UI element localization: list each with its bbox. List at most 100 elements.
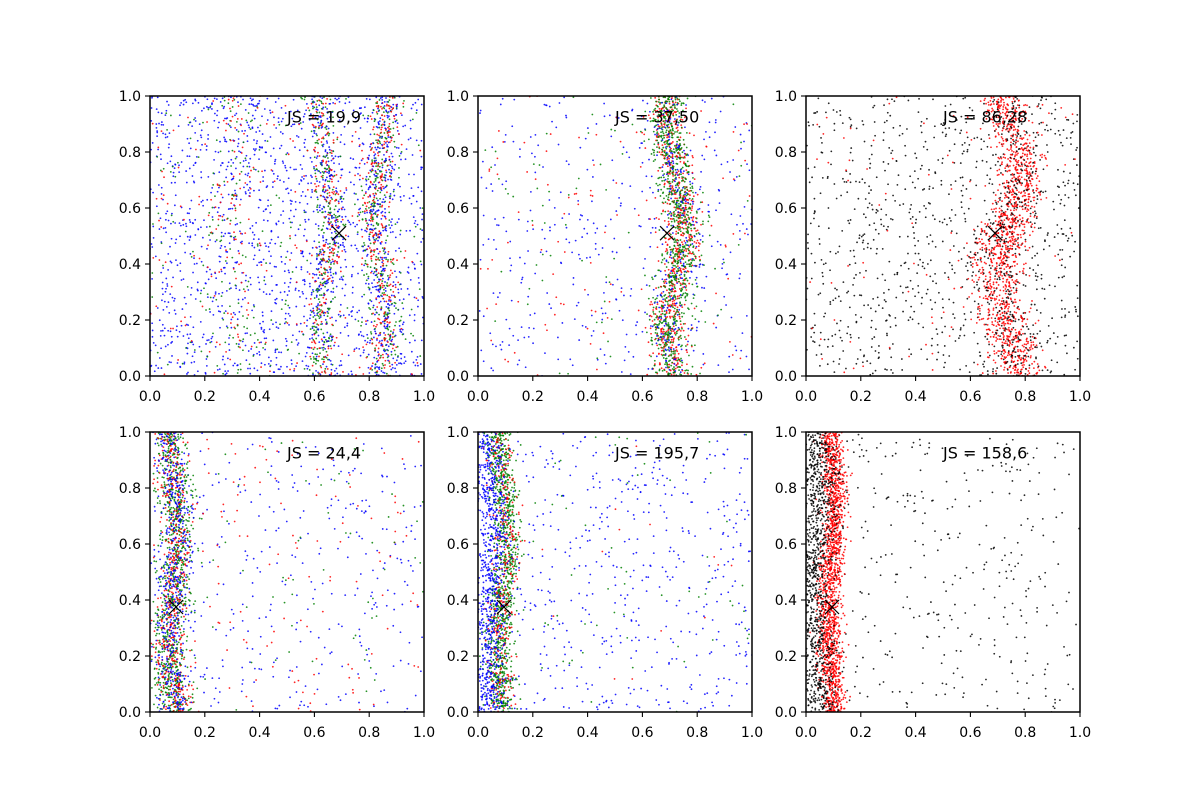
data-point-red	[298, 123, 300, 126]
data-point-red	[151, 122, 154, 125]
data-point-blue	[209, 311, 211, 313]
data-point-red	[656, 109, 659, 112]
data-point-blue	[359, 207, 362, 210]
data-point-blue	[373, 173, 376, 176]
data-point-green	[289, 221, 292, 224]
data-point-green	[317, 142, 319, 145]
data-point-green	[627, 231, 630, 234]
data-point-red	[169, 327, 172, 330]
data-point-blue	[315, 157, 318, 159]
data-point-blue	[246, 121, 249, 124]
data-point-blue	[306, 367, 309, 370]
data-point-green	[701, 240, 704, 243]
data-point-blue	[342, 244, 344, 247]
data-point-green	[317, 315, 320, 317]
data-point-red	[680, 124, 683, 127]
data-point-blue	[200, 226, 202, 229]
data-point-green	[329, 263, 332, 265]
data-point-blue	[152, 225, 155, 228]
data-point-green	[368, 201, 371, 203]
data-point-blue	[274, 101, 277, 103]
data-point-blue	[379, 266, 382, 268]
data-point-green	[397, 355, 399, 357]
data-point-blue	[236, 223, 239, 225]
data-point-blue	[264, 348, 267, 351]
data-point-blue	[398, 299, 401, 301]
data-point-blue	[324, 282, 327, 285]
data-point-blue	[227, 123, 230, 126]
data-point-red	[670, 373, 673, 376]
data-point-blue	[327, 127, 330, 130]
data-point-red	[744, 232, 746, 235]
data-point-blue	[298, 201, 301, 204]
data-point-green	[317, 211, 319, 214]
data-point-blue	[590, 334, 593, 337]
data-point-red	[391, 272, 394, 275]
data-point-red	[378, 181, 381, 184]
data-point-blue	[574, 239, 577, 242]
data-point-blue	[289, 110, 292, 113]
data-point-blue	[408, 293, 410, 296]
data-point-green	[378, 99, 381, 101]
data-point-blue	[171, 212, 173, 215]
data-point-red	[369, 231, 372, 234]
data-point-green	[235, 342, 238, 345]
data-point-blue	[375, 96, 378, 99]
data-point-red	[157, 146, 160, 149]
data-point-red	[657, 125, 660, 128]
data-point-blue	[290, 125, 293, 128]
data-point-green	[678, 328, 681, 331]
data-point-red	[491, 258, 494, 261]
data-point-blue	[225, 250, 228, 253]
data-point-blue	[244, 192, 247, 195]
data-point-blue	[233, 362, 236, 365]
data-point-blue	[327, 258, 330, 261]
data-point-red	[376, 370, 379, 373]
data-point-green	[653, 318, 656, 321]
data-point-blue	[284, 164, 286, 167]
data-point-blue	[326, 117, 329, 120]
data-point-blue	[369, 145, 371, 148]
data-point-blue	[679, 260, 682, 263]
data-point-red	[666, 316, 669, 318]
data-point-blue	[388, 168, 390, 171]
data-point-red	[681, 118, 684, 121]
data-point-blue	[290, 189, 292, 192]
data-point-blue	[297, 342, 300, 345]
data-point-green	[316, 206, 318, 208]
data-point-blue	[330, 215, 333, 217]
data-point-green	[361, 218, 364, 221]
data-point-blue	[381, 147, 384, 150]
data-point-blue	[374, 313, 376, 316]
data-point-green	[325, 350, 328, 353]
data-point-green	[388, 309, 391, 312]
data-point-blue	[191, 175, 194, 177]
data-point-blue	[183, 242, 186, 245]
data-point-blue	[420, 241, 423, 243]
data-point-green	[674, 131, 676, 133]
data-point-blue	[315, 305, 318, 308]
data-point-blue	[167, 146, 170, 149]
data-point-green	[381, 362, 384, 365]
data-point-red	[531, 224, 534, 227]
data-point-red	[311, 116, 314, 119]
data-point-blue	[326, 279, 329, 282]
data-point-red	[674, 120, 677, 122]
data-point-green	[323, 340, 326, 343]
data-point-green	[345, 98, 347, 100]
data-point-blue	[372, 304, 375, 307]
data-point-green	[174, 175, 177, 178]
data-point-blue	[396, 122, 399, 125]
data-point-blue	[264, 242, 266, 245]
data-point-blue	[362, 250, 365, 252]
data-point-blue	[410, 187, 413, 190]
data-point-green	[375, 178, 377, 180]
data-point-red	[354, 174, 356, 177]
data-point-blue	[266, 97, 269, 100]
data-point-blue	[329, 268, 332, 271]
data-point-red	[675, 346, 677, 349]
data-point-blue	[164, 226, 167, 229]
data-point-blue	[261, 314, 264, 317]
data-point-green	[364, 259, 367, 262]
data-point-red	[661, 338, 664, 341]
